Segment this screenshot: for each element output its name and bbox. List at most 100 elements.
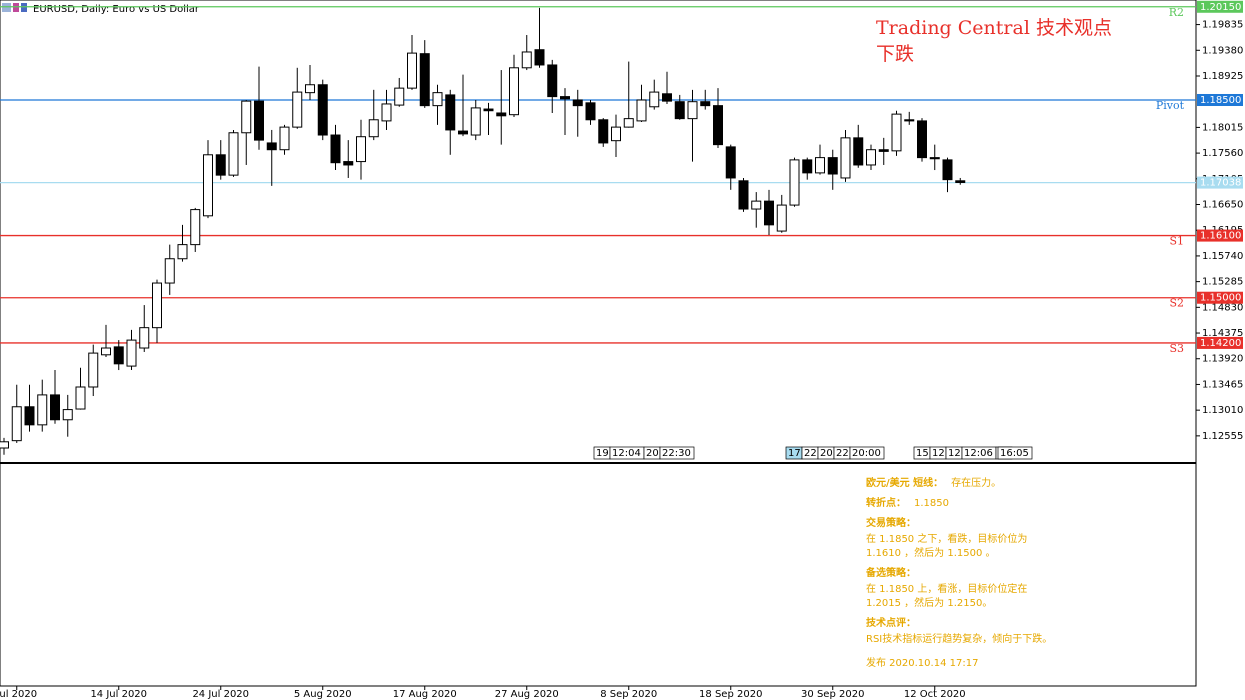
candle-body bbox=[190, 209, 201, 246]
candle-body bbox=[840, 137, 851, 179]
y-tick-label: 1.12555 bbox=[1202, 431, 1243, 442]
x-tick-label: 18 Sep 2020 bbox=[699, 689, 762, 700]
level-price-label: 1.15000 bbox=[1200, 293, 1241, 304]
analysis-heading: 技术点评： bbox=[866, 616, 916, 629]
event-marker-label: 15 bbox=[916, 448, 929, 459]
candle-body bbox=[496, 112, 507, 117]
candle-body bbox=[241, 100, 252, 134]
candle-body bbox=[713, 105, 723, 146]
x-tick-label: 30 Sep 2020 bbox=[801, 689, 864, 700]
candle-body bbox=[317, 84, 328, 136]
y-tick-label: 1.17560 bbox=[1202, 148, 1243, 159]
candle-body bbox=[419, 53, 430, 107]
candle-body bbox=[776, 204, 787, 232]
x-tick-label: 27 Aug 2020 bbox=[495, 689, 559, 700]
candle-body bbox=[891, 113, 902, 152]
event-marker bbox=[997, 446, 1033, 460]
candle-body bbox=[585, 102, 596, 121]
level-price-label: 1.16100 bbox=[1200, 231, 1241, 242]
level-name: S1 bbox=[1169, 235, 1184, 248]
level-price-box bbox=[1197, 176, 1243, 189]
analysis-heading: 备选策略： bbox=[865, 566, 916, 579]
candle-body bbox=[445, 94, 456, 131]
candle-body bbox=[50, 394, 60, 421]
candle-body bbox=[955, 180, 966, 183]
analysis-heading: 欧元/美元 短线： bbox=[866, 476, 943, 489]
icon bbox=[13, 3, 19, 12]
y-tick-label: 1.14830 bbox=[1202, 302, 1243, 313]
candle-body bbox=[101, 347, 111, 356]
level-price-box bbox=[1197, 93, 1243, 106]
candle-body bbox=[509, 67, 519, 116]
event-marker-label: 16:05 bbox=[1000, 448, 1029, 459]
candle-body bbox=[24, 406, 35, 426]
candle-body bbox=[279, 126, 290, 151]
event-marker-label: 17 bbox=[788, 448, 801, 459]
candle-body bbox=[203, 154, 213, 217]
candle-body bbox=[483, 108, 494, 112]
candle-body bbox=[330, 134, 341, 164]
candle-body bbox=[0, 441, 9, 449]
x-tick-label: Jul 2020 bbox=[0, 689, 37, 700]
y-tick-label: 1.18925 bbox=[1202, 71, 1243, 82]
candle-body bbox=[368, 119, 379, 138]
candle-body bbox=[751, 200, 762, 210]
candle-body bbox=[37, 394, 48, 426]
candle-body bbox=[598, 119, 609, 144]
event-marker-label: 22:30 bbox=[662, 448, 691, 459]
candle-body bbox=[649, 91, 660, 108]
event-marker bbox=[849, 446, 885, 460]
analysis-heading: 交易策略： bbox=[866, 516, 916, 529]
icon bbox=[2, 3, 11, 12]
analysis-text: 1.1850 bbox=[914, 498, 949, 509]
y-tick-label: 1.13465 bbox=[1202, 379, 1243, 390]
candle-body bbox=[866, 149, 876, 166]
chart-title: EURUSD, Daily: Euro vs US Dollar bbox=[33, 4, 200, 15]
candle-body bbox=[394, 87, 405, 106]
level-price-box bbox=[1197, 0, 1243, 13]
candle-body bbox=[623, 118, 634, 128]
candle-body bbox=[432, 92, 443, 107]
event-marker bbox=[659, 446, 695, 460]
candle-body bbox=[827, 157, 838, 175]
candle-body bbox=[458, 130, 468, 135]
y-tick-label: 1.19380 bbox=[1202, 45, 1243, 56]
level-price-label: 1.18500 bbox=[1200, 95, 1241, 106]
event-marker-label: 22 bbox=[836, 448, 849, 459]
level-price-box bbox=[1197, 229, 1243, 242]
event-marker-label: 20 bbox=[820, 448, 833, 459]
candle-body bbox=[177, 244, 188, 260]
candle-body bbox=[674, 101, 685, 120]
x-tick-label: 5 Aug 2020 bbox=[294, 689, 352, 700]
headline: Trading Central 技术观点 bbox=[876, 17, 1112, 39]
candle-body bbox=[381, 103, 392, 122]
level-price-box bbox=[1197, 336, 1243, 349]
event-marker-label: 12:06 bbox=[964, 448, 993, 459]
level-price-label: 1.17038 bbox=[1200, 178, 1241, 189]
event-marker-label: 20:00 bbox=[852, 448, 881, 459]
level-name: S2 bbox=[1169, 297, 1184, 310]
level-price-label: 1.14200 bbox=[1200, 338, 1241, 349]
candle-body bbox=[75, 386, 86, 410]
candle-body bbox=[11, 406, 22, 442]
candle-body bbox=[228, 132, 239, 176]
candle-body bbox=[407, 52, 417, 89]
y-tick-label: 1.18015 bbox=[1202, 122, 1243, 133]
candle-body bbox=[662, 93, 672, 102]
level-name: S3 bbox=[1169, 342, 1184, 355]
y-tick-label: 1.14375 bbox=[1202, 328, 1243, 339]
event-marker-label: 12 bbox=[932, 448, 945, 459]
analysis-heading: 转折点： bbox=[866, 496, 906, 509]
candle-body bbox=[254, 100, 264, 141]
analysis-text: 在 1.1850 之下，看跌，目标价位为 bbox=[866, 532, 1027, 545]
icon bbox=[21, 3, 27, 12]
candle-body bbox=[152, 282, 162, 329]
analysis-text: 存在压力。 bbox=[951, 476, 1001, 489]
candle-body bbox=[611, 126, 621, 142]
candle-body bbox=[470, 107, 481, 136]
event-marker-label: 12 bbox=[948, 448, 961, 459]
candle-body bbox=[356, 136, 366, 163]
candle-body bbox=[687, 101, 698, 120]
